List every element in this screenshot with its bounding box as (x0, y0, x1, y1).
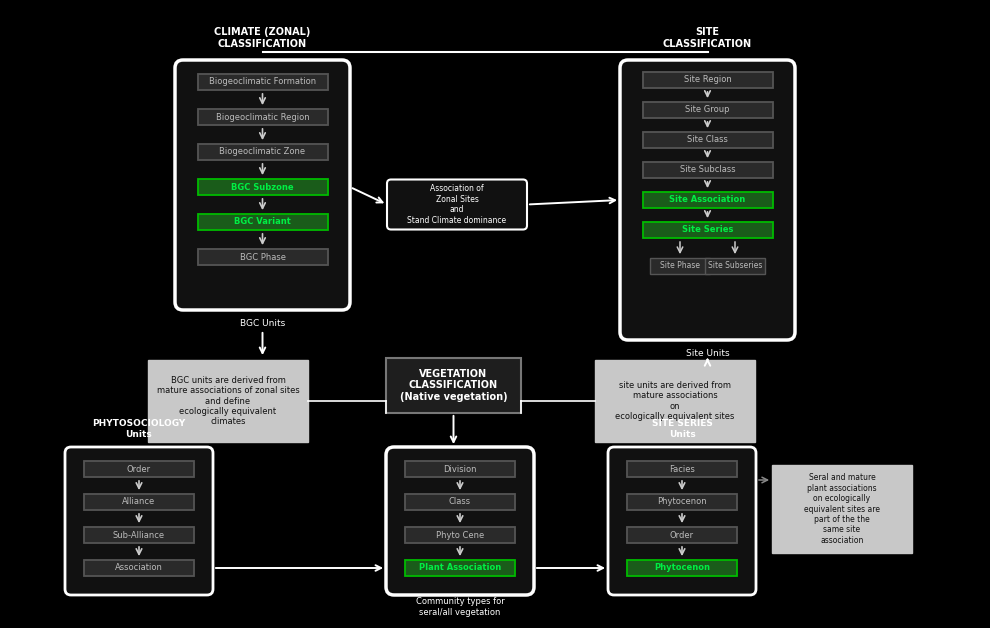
Text: Division: Division (444, 465, 477, 474)
Bar (643, 162, 772, 178)
Bar (627, 494, 737, 510)
Bar (84, 560, 194, 576)
Text: BGC Phase: BGC Phase (240, 252, 285, 261)
Text: Site Region: Site Region (684, 75, 732, 85)
Bar (197, 249, 328, 265)
Bar (595, 360, 755, 442)
Text: BGC units are derived from
mature associations of zonal sites
and define
ecologi: BGC units are derived from mature associ… (156, 376, 299, 426)
Text: Biogeoclimatic Zone: Biogeoclimatic Zone (220, 148, 306, 156)
Text: Site Association: Site Association (669, 195, 745, 205)
Bar (627, 527, 737, 543)
Bar (148, 360, 308, 442)
Text: Seral and mature
plant associations
on ecologically
equivalent sites are
part of: Seral and mature plant associations on e… (804, 474, 880, 544)
Bar (197, 144, 328, 160)
Bar (197, 109, 328, 125)
Text: Site Subclass: Site Subclass (680, 166, 736, 175)
Bar (84, 494, 194, 510)
Text: Phyto Cene: Phyto Cene (436, 531, 484, 539)
FancyBboxPatch shape (65, 447, 213, 595)
Bar (405, 527, 515, 543)
Text: Site Group: Site Group (685, 106, 730, 114)
Text: Biogeoclimatic Region: Biogeoclimatic Region (216, 112, 309, 121)
Text: Phytocenon: Phytocenon (654, 563, 710, 573)
Bar (705, 258, 765, 274)
Text: Class: Class (448, 497, 471, 507)
Text: Biogeoclimatic Formation: Biogeoclimatic Formation (209, 77, 316, 87)
Bar (84, 461, 194, 477)
Text: Facies: Facies (669, 465, 695, 474)
FancyBboxPatch shape (387, 180, 527, 229)
Text: Site Class: Site Class (687, 136, 728, 144)
Text: Order: Order (670, 531, 694, 539)
Bar (643, 192, 772, 208)
Text: Site Series: Site Series (682, 225, 734, 234)
Text: Plant Association: Plant Association (419, 563, 501, 573)
Text: Site Subseries: Site Subseries (708, 261, 762, 271)
Text: CLIMATE (ZONAL)
CLASSIFICATION: CLIMATE (ZONAL) CLASSIFICATION (214, 27, 311, 49)
Text: BGC Subzone: BGC Subzone (232, 183, 294, 192)
Bar (405, 461, 515, 477)
Text: Site Phase: Site Phase (660, 261, 700, 271)
Bar (197, 214, 328, 230)
Bar (386, 358, 521, 413)
Text: BGC Variant: BGC Variant (234, 217, 291, 227)
Bar (627, 461, 737, 477)
Bar (84, 527, 194, 543)
FancyBboxPatch shape (386, 447, 534, 595)
Text: Community types for
seral/all vegetation: Community types for seral/all vegetation (416, 597, 504, 617)
Bar (772, 465, 912, 553)
Text: Association: Association (115, 563, 163, 573)
Text: Order: Order (127, 465, 151, 474)
FancyBboxPatch shape (620, 60, 795, 340)
Text: VEGETATION
CLASSIFICATION
(Native vegetation): VEGETATION CLASSIFICATION (Native vegeta… (400, 369, 507, 402)
Text: SITE
CLASSIFICATION: SITE CLASSIFICATION (663, 27, 752, 49)
Text: Association of
Zonal Sites
and
Stand Climate dominance: Association of Zonal Sites and Stand Cli… (408, 185, 507, 225)
Bar (643, 222, 772, 238)
Text: SITE SERIES
Units: SITE SERIES Units (651, 420, 713, 439)
Bar (643, 102, 772, 118)
Bar (627, 560, 737, 576)
Text: Site Units: Site Units (686, 349, 730, 357)
Bar (643, 72, 772, 88)
Text: PHYTOSOCIOLOGY
Units: PHYTOSOCIOLOGY Units (92, 420, 186, 439)
Text: Phytocenon: Phytocenon (657, 497, 707, 507)
Text: Sub-Alliance: Sub-Alliance (113, 531, 165, 539)
Bar (197, 74, 328, 90)
Text: BGC Units: BGC Units (240, 318, 285, 327)
Bar (643, 132, 772, 148)
Bar (197, 179, 328, 195)
Text: Alliance: Alliance (123, 497, 155, 507)
Bar (405, 560, 515, 576)
FancyBboxPatch shape (608, 447, 756, 595)
FancyBboxPatch shape (175, 60, 350, 310)
Bar (405, 494, 515, 510)
Bar (650, 258, 710, 274)
Text: site units are derived from
mature associations
on
ecologically equivalent sites: site units are derived from mature assoc… (616, 381, 735, 421)
